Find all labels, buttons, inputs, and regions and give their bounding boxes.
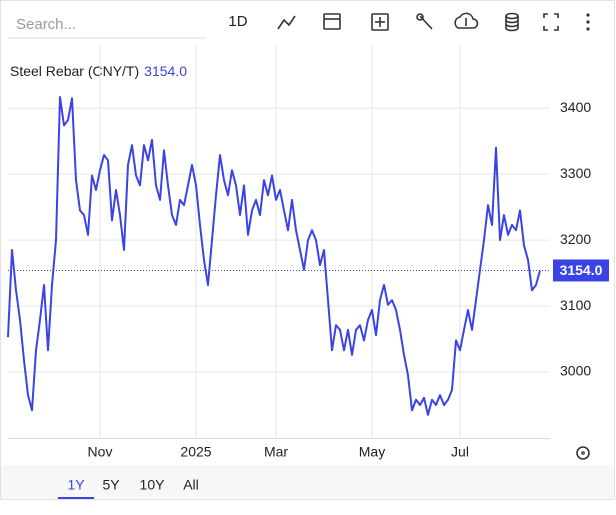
chart-title-text: Steel Rebar (CNY/T) [10, 63, 139, 79]
range-button[interactable]: All [183, 477, 199, 493]
range-button[interactable]: 5Y [102, 477, 120, 493]
chart-title: Steel Rebar (CNY/T) 3154.0 [10, 63, 187, 79]
x-tick-label: May [359, 444, 385, 460]
fullscreen-icon[interactable] [543, 13, 559, 31]
range-bar [1, 465, 614, 499]
line-type-icon[interactable] [277, 15, 296, 30]
y-tick-label: 3300 [560, 165, 591, 181]
menu-icon[interactable] [586, 13, 590, 31]
y-tick-label: 3100 [560, 297, 591, 313]
download-icon[interactable] [454, 12, 479, 29]
x-tick-label: Jul [451, 444, 469, 460]
y-tick-label: 3000 [560, 363, 591, 379]
settings-icon[interactable] [576, 446, 590, 460]
current-badge [553, 259, 609, 282]
calendar-icon[interactable] [323, 13, 341, 30]
search-box[interactable]: Search... [16, 16, 76, 33]
interval-button[interactable]: 1D [228, 13, 247, 30]
tools-icon[interactable] [416, 13, 433, 30]
range-button[interactable]: 10Y [140, 477, 166, 493]
add-icon[interactable] [371, 13, 389, 31]
price-line [7, 95, 541, 416]
data-icon[interactable] [505, 12, 519, 32]
x-tick-label: Nov [88, 444, 113, 460]
range-button[interactable]: 1Y [67, 477, 85, 493]
current-badge-label: 3154.0 [560, 262, 603, 278]
range-selected-underline [58, 497, 94, 499]
frame [0, 0, 615, 500]
y-tick-label: 3200 [560, 231, 591, 247]
x-tick-label: Mar [264, 444, 288, 460]
y-tick-label: 3400 [560, 99, 591, 115]
current-value: 3154.0 [144, 63, 187, 79]
x-tick-label: 2025 [180, 444, 211, 460]
